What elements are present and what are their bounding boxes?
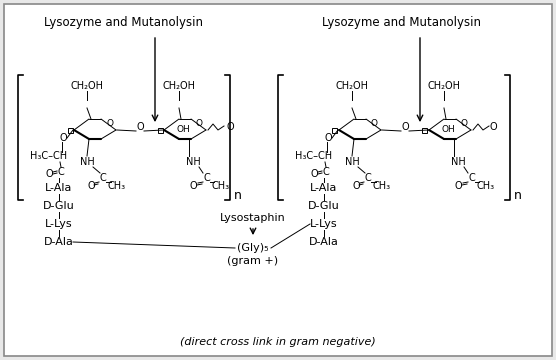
Text: C: C (365, 173, 371, 183)
Text: OH: OH (177, 125, 190, 134)
Text: O: O (489, 122, 497, 132)
Text: NH: NH (450, 157, 465, 167)
Text: O: O (324, 133, 332, 143)
Bar (423, 127, 428, 132)
Text: O: O (226, 122, 234, 132)
Text: L-Ala: L-Ala (45, 183, 73, 193)
Text: NH: NH (186, 157, 200, 167)
Text: L-Lys: L-Lys (45, 219, 73, 229)
Text: (direct cross link in gram negative): (direct cross link in gram negative) (180, 337, 376, 347)
Text: O: O (189, 181, 197, 191)
Text: H₃C–CH: H₃C–CH (31, 151, 68, 161)
Text: O: O (371, 119, 378, 128)
Text: C: C (322, 167, 329, 177)
Text: n: n (234, 189, 242, 202)
Text: O: O (45, 169, 53, 179)
Text: O: O (454, 181, 462, 191)
Text: C: C (203, 173, 210, 183)
Text: CH₂OH: CH₂OH (162, 81, 196, 91)
Text: C: C (100, 173, 106, 183)
Text: O: O (352, 181, 360, 191)
Text: D-Ala: D-Ala (44, 237, 74, 247)
Bar (157, 127, 162, 132)
Text: Lysostaphin: Lysostaphin (220, 213, 286, 223)
Text: n: n (514, 189, 522, 202)
Text: Lysozyme and Mutanolysin: Lysozyme and Mutanolysin (43, 15, 202, 28)
Text: D-Ala: D-Ala (309, 237, 339, 247)
Text: CH₃: CH₃ (477, 181, 495, 191)
Text: C: C (58, 167, 64, 177)
Text: O: O (106, 119, 113, 128)
Text: NH: NH (80, 157, 95, 167)
Text: O: O (310, 169, 318, 179)
Text: NH: NH (345, 157, 359, 167)
Text: C: C (469, 173, 475, 183)
Text: CH₂OH: CH₂OH (428, 81, 460, 91)
Bar (67, 127, 72, 132)
Text: O: O (461, 119, 468, 128)
Text: L-Ala: L-Ala (310, 183, 337, 193)
Text: CH₂OH: CH₂OH (335, 81, 369, 91)
Text: O: O (136, 122, 144, 132)
Text: O: O (401, 122, 409, 132)
Text: OH: OH (441, 125, 455, 134)
Text: O: O (196, 119, 203, 128)
Text: D-Glu: D-Glu (43, 201, 75, 211)
Text: CH₂OH: CH₂OH (71, 81, 103, 91)
Bar (332, 127, 337, 132)
Text: O: O (59, 133, 67, 143)
Text: L-Lys: L-Lys (310, 219, 338, 229)
Text: H₃C–CH: H₃C–CH (295, 151, 332, 161)
Text: (Gly)₅: (Gly)₅ (237, 243, 269, 253)
Text: D-Glu: D-Glu (308, 201, 340, 211)
Text: CH₃: CH₃ (373, 181, 391, 191)
Text: Lysozyme and Mutanolysin: Lysozyme and Mutanolysin (322, 15, 481, 28)
Text: CH₃: CH₃ (212, 181, 230, 191)
Text: CH₃: CH₃ (108, 181, 126, 191)
Text: (gram +): (gram +) (227, 256, 279, 266)
Text: O: O (87, 181, 95, 191)
FancyBboxPatch shape (4, 4, 552, 356)
